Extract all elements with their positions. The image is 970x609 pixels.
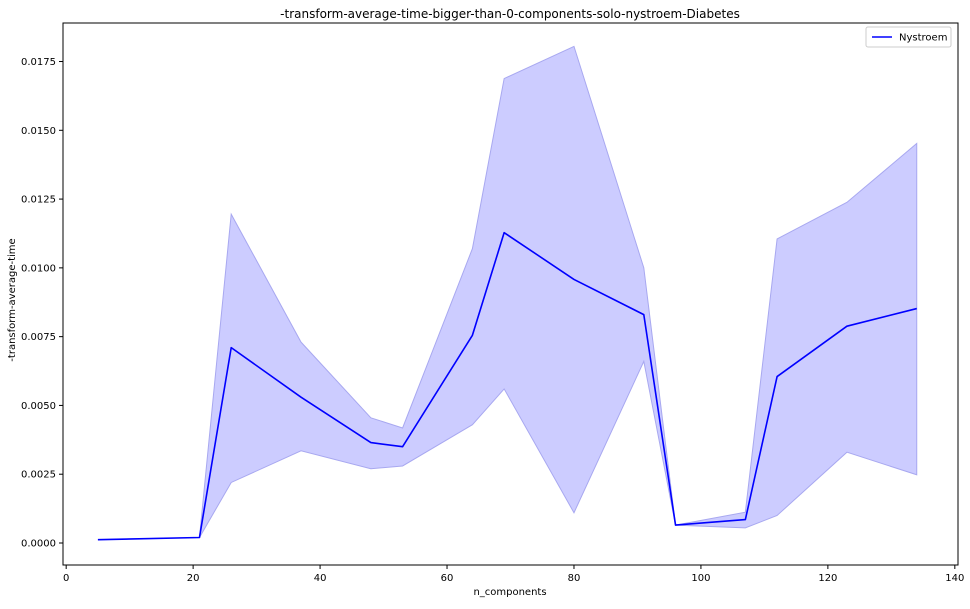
legend: Nystroem	[865, 26, 952, 48]
x-tick-label: 100	[691, 573, 710, 584]
y-tick-label: 0.0150	[21, 126, 56, 137]
x-axis-label: n_components	[473, 587, 546, 598]
y-tick-label: 0.0125	[21, 195, 56, 206]
confidence-band-0	[97, 45, 918, 541]
legend-label: Nystroem	[899, 33, 947, 44]
plot-frame	[62, 22, 959, 566]
x-axis: 0 20 40 60 80 100 120 140	[63, 565, 964, 584]
plot-area	[62, 22, 959, 566]
chart-title: -transform-average-time-bigger-than-0-co…	[280, 7, 740, 21]
y-tick-label: 0.0025	[21, 470, 56, 481]
y-axis-label: -transform-average-time	[7, 238, 18, 361]
x-tick-label: 0	[63, 573, 69, 584]
x-tick-label: 40	[314, 573, 327, 584]
x-tick-label: 20	[187, 573, 200, 584]
y-axis: 0.0000 0.0025 0.0050 0.0075 0.0100 0.0125 0.01…	[21, 57, 63, 549]
x-tick-label: 80	[568, 573, 581, 584]
x-tick-label: 140	[945, 573, 964, 584]
legend-box	[865, 26, 952, 48]
series-line-0	[97, 231, 917, 541]
x-tick-label: 120	[818, 573, 837, 584]
y-tick-label: 0.0000	[21, 538, 56, 549]
y-tick-label: 0.0050	[21, 401, 56, 412]
y-tick-label: 0.0100	[21, 263, 56, 274]
y-tick-label: 0.0175	[21, 57, 56, 68]
x-tick-label: 60	[441, 573, 454, 584]
y-tick-label: 0.0075	[21, 332, 56, 343]
